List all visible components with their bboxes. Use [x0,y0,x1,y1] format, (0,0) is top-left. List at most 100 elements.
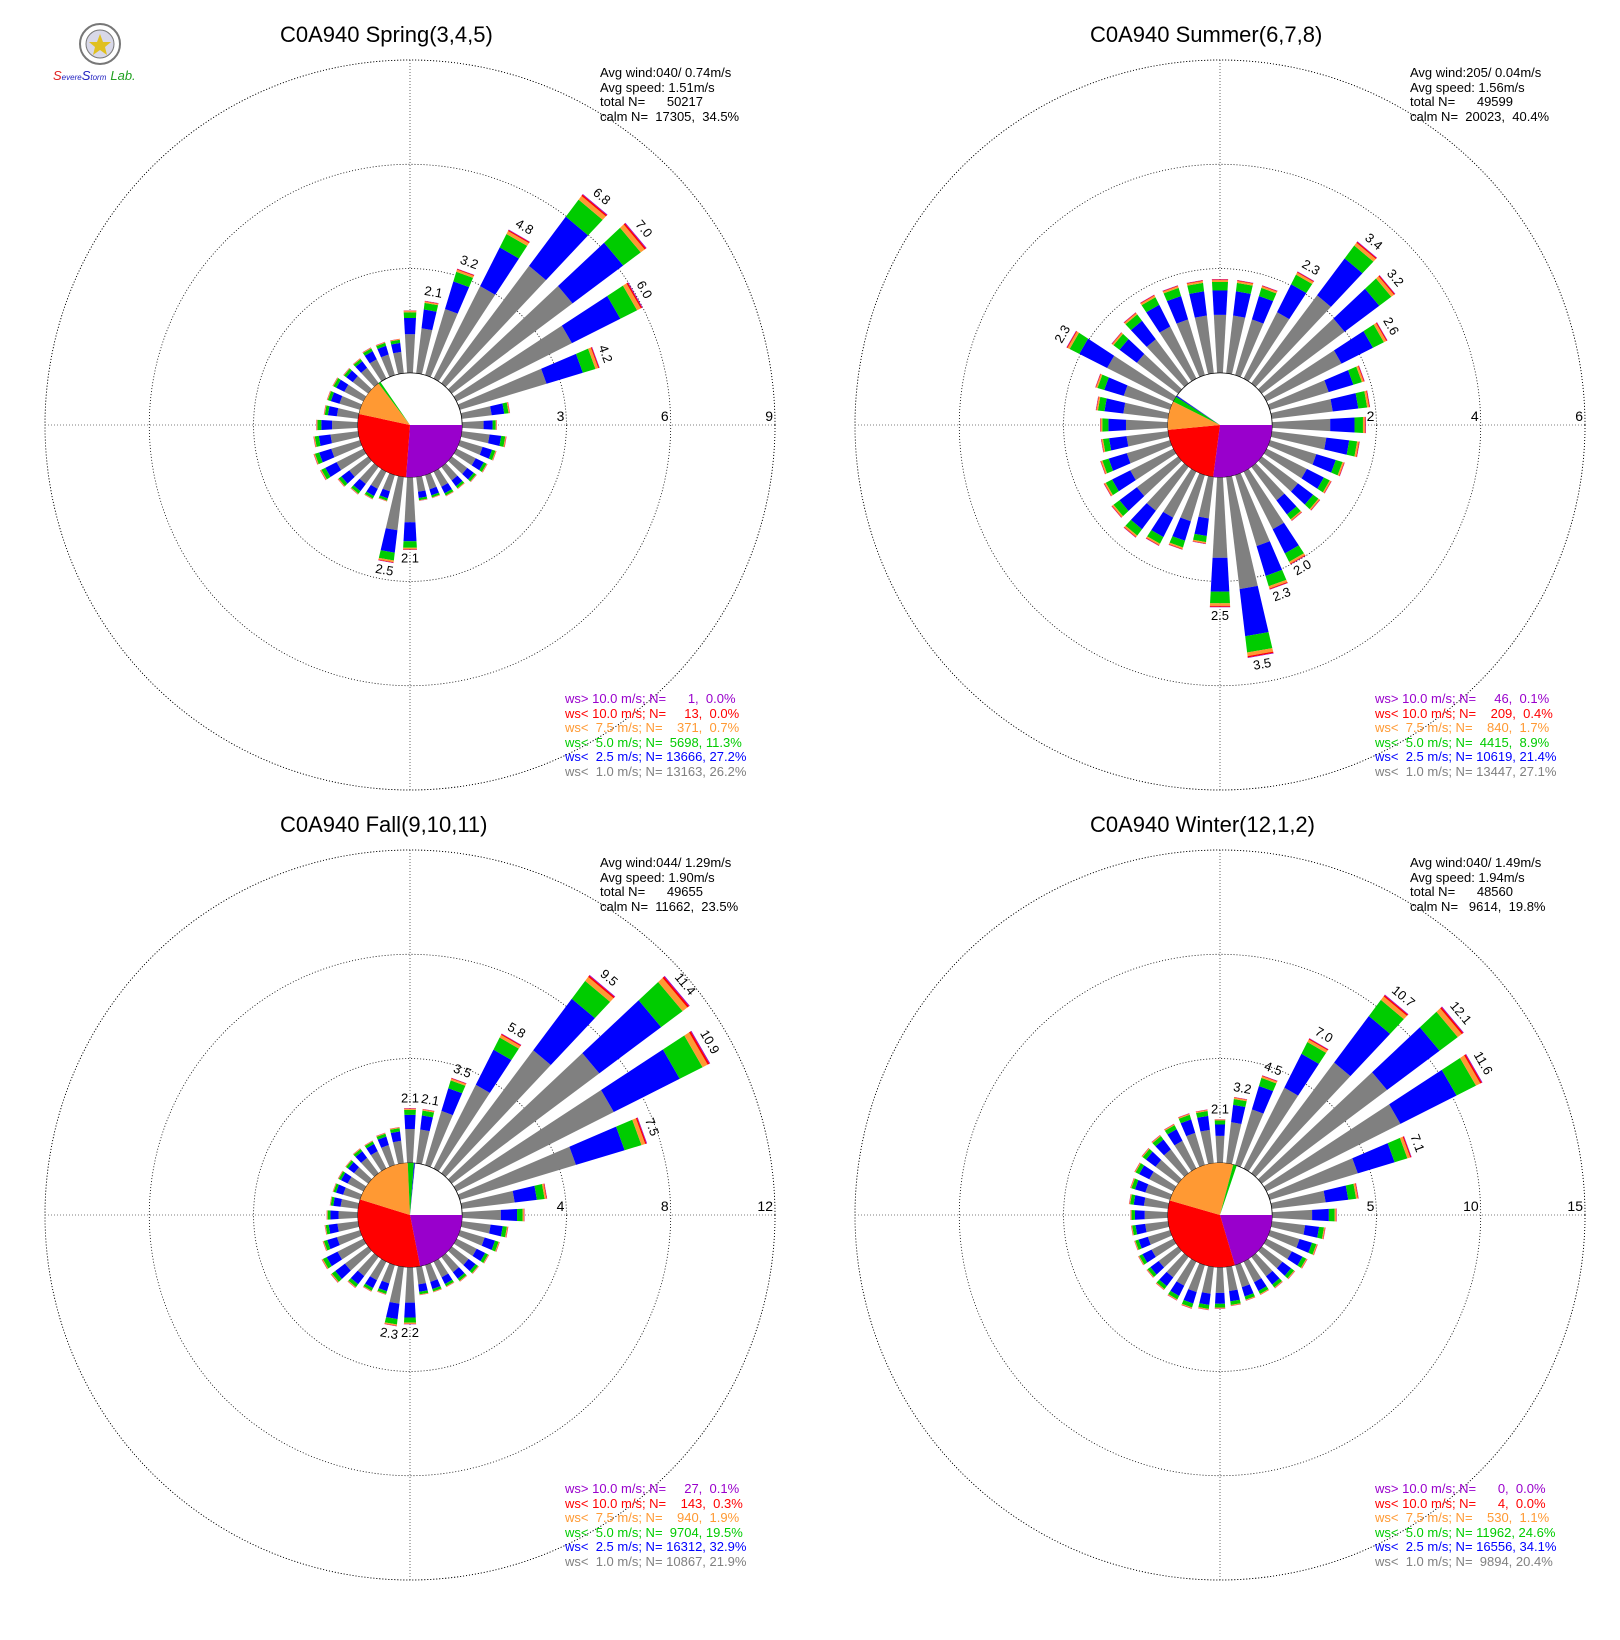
bar-segment-ws_lt7_5 [1138,1255,1145,1266]
bar-segment-ws_lt2_5 [366,484,378,497]
bar-segment-ws_lt5 [468,472,477,482]
bar-segment-ws_lt10 [1355,1183,1359,1199]
legend-item-ws_lt10: ws< 10.0 m/s; N= 4, 0.0% [1375,1495,1546,1511]
bar-segment-ws_gt10 [376,1132,386,1137]
bar-segment-ws_lt5 [1102,438,1112,452]
bar-segment-ws_gt10 [364,494,373,500]
wind-bar-50 [1258,275,1396,394]
wind-bar-20 [1235,285,1278,378]
bar-segment-ws_gt10 [390,338,400,341]
stats-avg-speed: Avg speed: 1.90m/s [600,869,715,885]
bar-segment-ws_lt10 [1211,279,1229,281]
grid-ring [1063,1058,1377,1372]
bar-segment-ws_lt1 [1267,1158,1358,1200]
wind-bar-310 [345,1159,372,1184]
legend-item-ws_lt10: ws< 10.0 m/s; N= 143, 0.3% [565,1495,743,1511]
bar-segment-ws_gt10 [1134,1162,1140,1172]
bar-segment-ws_lt5 [330,1196,335,1206]
bar-segment-ws_lt5 [403,1317,417,1323]
wind-rose-panel-1: 3 6 9 2.1 3.2 4.8 6.8 7.0 6.0 4.2 2.1 2.5 C0A940 Spr… [0,0,810,820]
grid-ring [1063,268,1377,582]
bar-segment-ws_lt2_5 [1189,291,1207,318]
bar-segment-ws_lt10 [543,1183,547,1199]
bar-segment-ws_lt1 [1251,463,1285,501]
bar-segment-ws_lt2_5 [365,1276,378,1289]
wind-bar-190 [378,475,404,564]
wind-bar-160 [1235,1262,1256,1301]
bar-segment-ws_lt10 [483,1254,490,1264]
bar-segment-ws_lt2_5 [472,1248,486,1262]
bar-segment-ws_lt7_5 [313,436,317,448]
bar-segment-ws_lt2_5 [512,1185,537,1203]
bar-segment-ws_lt2_5 [1334,1015,1391,1077]
wind-bar-130 [448,456,477,483]
bar-segment-ws_lt1 [369,359,387,382]
bar-segment-ws_lt1 [332,420,358,430]
bar-segment-ws_lt7_5 [1300,1258,1308,1269]
bar-segment-ws_lt7_5 [1146,536,1161,546]
bar-segment-ws_lt5 [324,405,330,416]
stats-block: Avg wind:040/ 0.74m/s Avg speed: 1.51m/s t… [600,65,739,124]
bar-segment-ws_lt1 [1270,431,1327,450]
wind-bar-330 [1140,294,1197,382]
bar-segment-ws_lt7_5 [1245,1296,1256,1301]
wind-bar-60 [1263,322,1388,402]
bar-segment-ws_lt5 [1286,506,1301,520]
bar-segment-ws_lt5 [565,199,603,236]
wind-bar-80 [460,1183,548,1209]
bar-segment-ws_gt10 [375,341,385,346]
bar-segment-ws_lt1 [1123,402,1170,419]
wind-bar-10 [416,1108,435,1165]
bar-segment-ws_lt10 [1308,1038,1329,1051]
wind-bar-110 [1267,440,1345,477]
bar-segment-ws_gt10 [1095,373,1101,388]
bar-segment-ws_lt7_5 [1162,286,1179,294]
bar-segment-ws_lt5 [1102,458,1114,474]
bar-segment-ws_lt1 [369,1258,387,1281]
wind-bar-100 [460,431,507,448]
bar-segment-ws_gt10 [362,347,371,353]
bar-segment-ws_lt7_5 [384,1322,397,1326]
stats-block: Avg wind:044/ 1.29m/s Avg speed: 1.90m/s t… [600,855,738,914]
bar-segment-ws_lt5 [325,1224,331,1235]
bar-segment-ws_lt7_5 [1130,1210,1132,1220]
bar-segment-ws_lt5 [345,1160,354,1169]
bar-segment-ws_lt2_5 [1108,436,1129,451]
bar-segment-ws_lt2_5 [1333,288,1380,332]
bar-segment-ws_lt2_5 [582,1000,662,1074]
wind-bar-30 [1243,1038,1329,1172]
wind-bar-300 [1134,1162,1177,1192]
bar-segment-ws_lt10 [424,300,439,304]
bar-segment-ws_lt2_5 [366,1143,378,1156]
bar-segment-ws_lt7_5 [1322,480,1332,494]
bar-segment-ws_lt5 [444,1279,454,1287]
bar-segment-ws_lt2_5 [1180,1119,1196,1137]
bar-segment-ws_gt10 [326,390,331,400]
stats-total: total N= 49655 [600,884,703,899]
bar-segment-ws_lt7_5 [364,494,373,500]
wind-bar-300 [1066,330,1177,402]
bar-segment-ws_lt1 [1130,448,1177,481]
bar-segment-ws_lt2_5 [1256,541,1283,576]
bar-segment-ws_lt1 [441,1253,459,1273]
bar-segment-ws_lt7_5 [1373,322,1387,343]
wind-bar-40 [1251,994,1409,1177]
bar-segment-ws_lt10 [1291,511,1302,521]
bar-segment-ws_lt2_5 [333,1197,342,1207]
bar-segment-ws_lt2_5 [430,1279,441,1290]
wind-bar-40 [1251,241,1378,387]
bar-segment-ws_lt2_5 [403,522,417,542]
bar-segment-ws_lt1 [1126,440,1173,464]
bar-segment-ws_lt1 [1163,468,1197,518]
bar-segment-ws_gt10 [446,491,454,497]
bar-segment-ws_gt10 [1145,538,1159,547]
bar-segment-ws_lt1 [448,1246,469,1266]
wind-bar-320 [352,358,379,387]
bar-segment-ws_lt1 [457,440,483,455]
bar-segment-ws_lt1 [1144,1210,1168,1220]
bar-segment-ws_lt2_5 [471,458,484,471]
bar-segment-ws_lt7_5 [1233,1097,1247,1102]
bar-segment-ws_lt7_5 [331,1273,339,1283]
bar-segment-ws_lt7_5 [1100,460,1107,475]
wind-bar-310 [1111,332,1182,394]
